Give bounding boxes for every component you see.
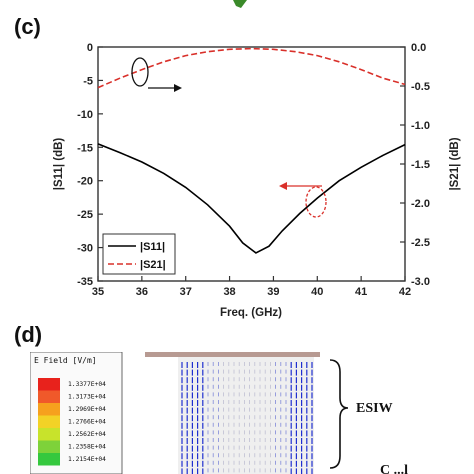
e-field-simulation: E Field [V/m] 1.3377E+04 1.3173E+04 1.2969… [30,352,408,474]
s21-arrow-head [174,84,182,92]
waveguide-field-area [178,357,314,474]
legend: |S11| |S21| [102,233,176,275]
e-field-color-swatch [38,378,60,391]
x-tick-label: 39 [267,286,279,298]
e-field-color-swatch [38,453,60,466]
e-field-value-label: 1.2358E+04 [68,444,106,451]
x-axis-label: Freq. (GHz) [220,307,282,319]
x-tick-label: 35 [92,286,104,298]
y-right-tick-label: -0.5 [411,81,430,93]
top-decoration [233,0,247,8]
s-parameter-chart: (c) 35 36 37 38 39 40 41 42 0 -5 -10 -15 -20 -25 -30 -… [14,0,461,347]
e-field-value-label: 1.3173E+04 [68,394,106,401]
y-left-tick-label: -25 [77,209,93,221]
field-vectors [181,362,313,474]
x-tick-label: 42 [399,286,411,298]
y-left-tick-label: 0 [87,42,93,54]
y-right-tick-label: -3.0 [411,276,430,288]
e-field-color-swatch [38,415,60,428]
legend-entry-s21: |S21| [140,259,166,271]
e-field-value-label: 1.2969E+04 [68,406,106,413]
series-line-s11 [97,143,406,254]
e-field-color-swatch [38,428,60,441]
legend-entry-s11: |S11| [140,241,165,253]
e-field-legend-title: E Field [V/m] [34,356,97,365]
y-left-tick-label: -35 [77,276,93,288]
x-tick-label: 36 [136,286,148,298]
e-field-value-label: 1.3377E+04 [68,381,106,388]
y-left-axis-ticks: 0 -5 -10 -15 -20 -25 -30 -35 [77,42,103,288]
x-axis-ticks: 35 36 37 38 39 40 41 42 [92,276,411,298]
y-left-tick-label: -5 [83,75,93,87]
y-left-tick-label: -30 [77,243,93,255]
e-field-value-label: 1.2766E+04 [68,419,106,426]
y-right-tick-label: -1.0 [411,120,430,132]
panel-label-c: (c) [14,14,41,39]
y-right-tick-label: -1.5 [411,159,430,171]
partial-label: C ...l [380,463,408,474]
s11-annotation-ellipse [305,186,327,218]
series-group [97,47,406,254]
e-field-color-swatch [38,403,60,416]
y-right-tick-label: -2.5 [411,237,430,249]
y-left-tick-label: -20 [77,176,93,188]
y-right-tick-label: -2.0 [411,198,430,210]
panel-label-d: (d) [14,322,42,347]
y-left-tick-label: -10 [77,109,93,121]
waveguide-top-plate [145,352,320,357]
e-field-value-label: 1.2562E+04 [68,431,106,438]
y-right-tick-label: 0.0 [411,42,426,54]
x-tick-label: 37 [180,286,192,298]
s11-arrow-head [279,182,287,190]
x-tick-label: 41 [355,286,367,298]
y-left-tick-label: -15 [77,142,93,154]
series-line-s21 [97,47,406,89]
esiw-label: ESIW [356,401,393,416]
y-right-axis-ticks: 0.0 -0.5 -1.0 -1.5 -2.0 -2.5 -3.0 [400,42,430,288]
e-field-color-swatch [38,440,60,453]
e-field-color-swatch [38,390,60,403]
y-left-axis-label: |S11| (dB) [53,138,65,191]
e-field-value-label: 1.2154E+04 [68,456,106,463]
x-tick-label: 38 [223,286,235,298]
x-tick-label: 40 [311,286,323,298]
esiw-brace [329,359,349,469]
e-field-legend-scale: 1.3377E+04 1.3173E+04 1.2969E+04 1.2766E+04… [38,378,106,466]
s21-annotation-ellipse [131,57,149,87]
y-right-axis-label: |S21| (dB) [449,137,461,190]
